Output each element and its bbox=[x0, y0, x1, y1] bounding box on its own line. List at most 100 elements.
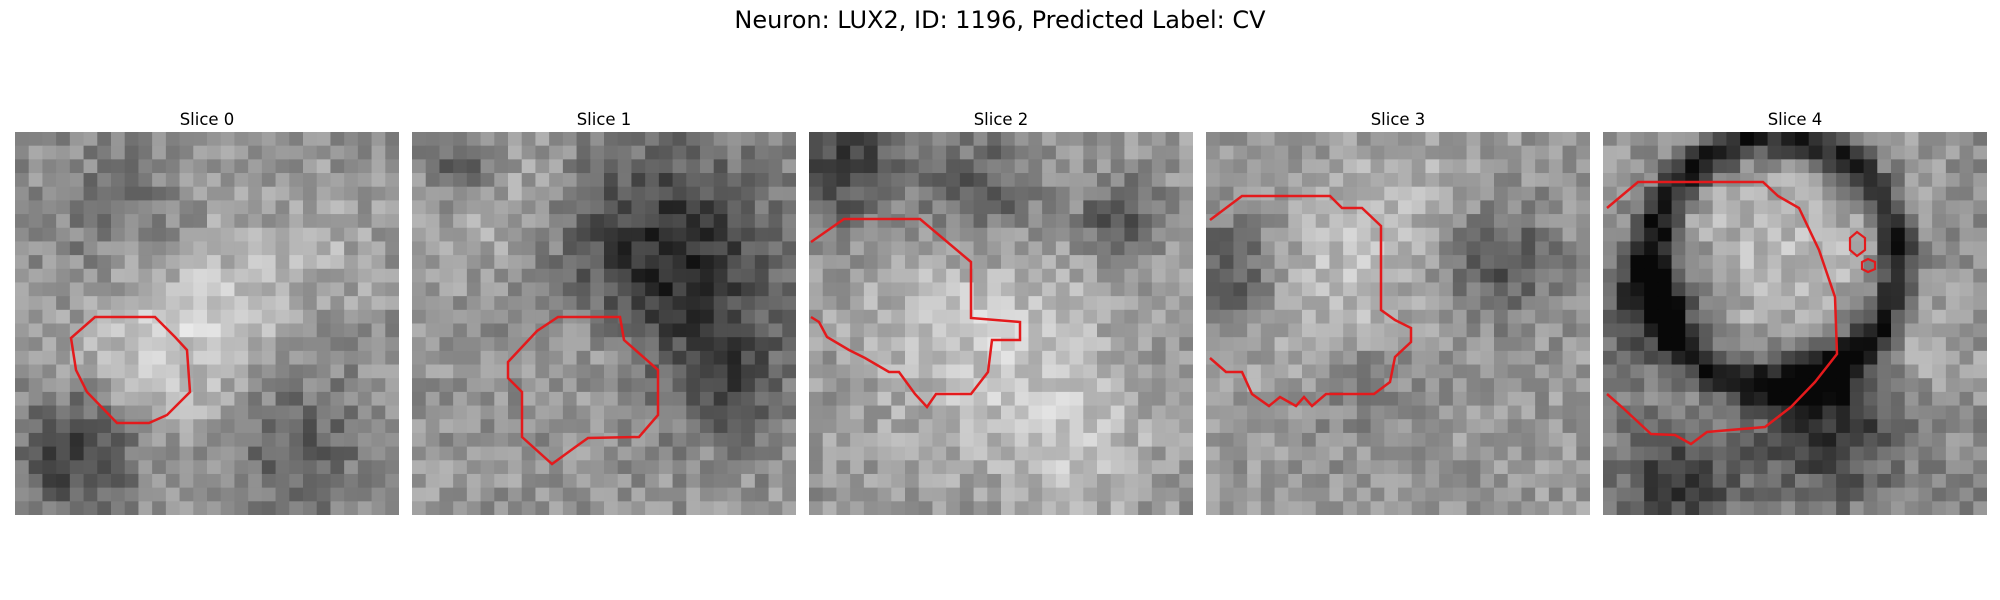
pixel-cell bbox=[1918, 487, 1933, 502]
pixel-cell bbox=[357, 323, 373, 338]
pixel-cell bbox=[782, 364, 796, 379]
pixel-cell bbox=[987, 405, 1002, 420]
pixel-cell bbox=[1028, 255, 1043, 270]
pixel-cell bbox=[686, 337, 701, 352]
pixel-cell bbox=[1425, 350, 1440, 366]
pixel-cell bbox=[809, 255, 824, 270]
pixel-cell bbox=[261, 419, 277, 434]
pixel-cell bbox=[1165, 227, 1180, 243]
pixel-cell bbox=[535, 487, 550, 502]
pixel-cell bbox=[549, 432, 564, 448]
pixel-cell bbox=[466, 241, 482, 256]
pixel-cell bbox=[1260, 159, 1276, 174]
pixel-cell bbox=[1945, 391, 1961, 407]
pixel-cell bbox=[480, 145, 495, 160]
pixel-cell bbox=[686, 227, 701, 243]
pixel-cell bbox=[576, 391, 591, 407]
pixel-cell bbox=[754, 186, 770, 201]
pixel-cell bbox=[480, 460, 495, 475]
pixel-cell bbox=[1179, 350, 1193, 366]
pixel-cell bbox=[658, 296, 674, 311]
pixel-cell bbox=[1206, 419, 1221, 434]
pixel-cell bbox=[1849, 323, 1865, 338]
pixel-cell bbox=[1959, 446, 1974, 461]
pixel-cell bbox=[1028, 473, 1043, 489]
pixel-cell bbox=[69, 446, 85, 461]
pixel-cell bbox=[1179, 227, 1193, 243]
pixel-cell bbox=[220, 487, 236, 502]
pixel-cell bbox=[316, 132, 332, 147]
pixel-cell bbox=[1630, 200, 1645, 215]
pixel-cell bbox=[1712, 473, 1728, 489]
pixel-cell bbox=[97, 432, 112, 448]
pixel-cell bbox=[905, 296, 920, 311]
pixel-cell bbox=[1055, 405, 1071, 420]
pixel-cell bbox=[1494, 337, 1509, 352]
pixel-cell bbox=[1097, 227, 1112, 243]
pixel-cell bbox=[1795, 241, 1810, 256]
pixel-cell bbox=[809, 132, 824, 147]
pixel-cell bbox=[535, 227, 550, 243]
pixel-cell bbox=[562, 159, 578, 174]
pixel-cell bbox=[1233, 145, 1248, 160]
pixel-cell bbox=[959, 214, 975, 229]
pixel-cell bbox=[1685, 309, 1700, 325]
pixel-cell bbox=[1507, 159, 1523, 174]
pixel-cell bbox=[1863, 227, 1878, 243]
pixel-cell bbox=[248, 159, 263, 174]
pixel-cell bbox=[1795, 145, 1810, 160]
pixel-cell bbox=[1124, 487, 1139, 502]
pixel-cell bbox=[850, 405, 865, 420]
pixel-cell bbox=[480, 173, 495, 188]
pixel-cell bbox=[412, 378, 427, 393]
pixel-cell bbox=[1932, 173, 1947, 188]
pixel-cell bbox=[1247, 296, 1262, 311]
pixel-cell bbox=[1630, 337, 1645, 352]
pixel-cell bbox=[1302, 378, 1317, 393]
pixel-cell bbox=[466, 255, 482, 270]
pixel-cell bbox=[562, 419, 578, 434]
pixel-cell bbox=[1603, 309, 1618, 325]
pixel-cell bbox=[700, 473, 715, 489]
pixel-cell bbox=[1001, 296, 1016, 311]
pixel-cell bbox=[727, 364, 742, 379]
pixel-cell bbox=[1452, 173, 1468, 188]
pixel-cell bbox=[1042, 241, 1057, 256]
pixel-cell bbox=[863, 241, 879, 256]
pixel-cell bbox=[1740, 391, 1755, 407]
pixel-cell bbox=[248, 309, 263, 325]
pixel-cell bbox=[1466, 227, 1481, 243]
pixel-cell bbox=[439, 173, 454, 188]
pixel-cell bbox=[1918, 227, 1933, 243]
pixel-cell bbox=[987, 268, 1002, 284]
pixel-cell bbox=[1767, 132, 1782, 147]
pixel-cell bbox=[1945, 214, 1961, 229]
pixel-cell bbox=[562, 460, 578, 475]
pixel-cell bbox=[508, 487, 523, 502]
pixel-cell bbox=[1740, 350, 1755, 366]
pixel-cell bbox=[1274, 473, 1289, 489]
pixel-cell bbox=[1028, 419, 1043, 434]
pixel-cell bbox=[1822, 378, 1837, 393]
pixel-cell bbox=[1260, 200, 1276, 215]
pixel-cell bbox=[836, 446, 851, 461]
pixel-cell bbox=[1712, 432, 1728, 448]
pixel-cell bbox=[1521, 282, 1536, 297]
pixel-cell bbox=[1932, 337, 1947, 352]
pixel-cell bbox=[686, 460, 701, 475]
pixel-cell bbox=[672, 268, 687, 284]
pixel-cell bbox=[56, 200, 71, 215]
pixel-cell bbox=[877, 405, 892, 420]
pixel-cell bbox=[727, 378, 742, 393]
pixel-cell bbox=[1521, 487, 1536, 502]
pixel-cell bbox=[1740, 309, 1755, 325]
pixel-cell bbox=[836, 323, 851, 338]
pixel-cell bbox=[344, 241, 359, 256]
pixel-cell bbox=[1781, 227, 1796, 243]
pixel-cell bbox=[1329, 173, 1344, 188]
pixel-cell bbox=[152, 132, 167, 147]
pixel-cell bbox=[1836, 173, 1851, 188]
pixel-cell bbox=[727, 419, 742, 434]
pixel-cell bbox=[179, 200, 194, 215]
pixel-cell bbox=[1603, 214, 1618, 229]
